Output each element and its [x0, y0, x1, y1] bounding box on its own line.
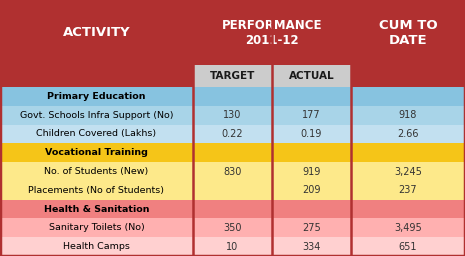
Text: 919: 919: [302, 166, 321, 177]
Text: ACTUAL: ACTUAL: [289, 71, 334, 81]
Text: 275: 275: [302, 223, 321, 233]
Bar: [0, 200, 465, 218]
Text: 830: 830: [223, 166, 242, 177]
Text: 334: 334: [302, 242, 321, 252]
Text: 177: 177: [302, 110, 321, 120]
Bar: [272, 65, 351, 87]
Text: 209: 209: [302, 185, 321, 195]
Text: 10: 10: [226, 242, 239, 252]
Bar: [0, 87, 465, 106]
Text: Placements (No of Students): Placements (No of Students): [28, 186, 165, 195]
Text: CUM TO
DATE: CUM TO DATE: [379, 19, 438, 47]
Text: 0.19: 0.19: [301, 129, 322, 139]
Text: No. of Students (New): No. of Students (New): [44, 167, 149, 176]
Text: Vocational Training: Vocational Training: [45, 148, 148, 157]
Bar: [0, 162, 465, 181]
Text: 918: 918: [399, 110, 417, 120]
Text: Primary Education: Primary Education: [47, 92, 146, 101]
Text: Health Camps: Health Camps: [63, 242, 130, 251]
Bar: [0, 65, 465, 87]
Text: 130: 130: [223, 110, 242, 120]
Text: 3,245: 3,245: [394, 166, 422, 177]
Bar: [193, 65, 272, 87]
Bar: [0, 181, 465, 200]
Text: Children Covered (Lakhs): Children Covered (Lakhs): [36, 130, 157, 138]
Text: TARGET: TARGET: [210, 71, 255, 81]
Bar: [0, 143, 465, 162]
Bar: [0, 0, 465, 65]
Text: 3,495: 3,495: [394, 223, 422, 233]
Text: Govt. Schools Infra Support (No): Govt. Schools Infra Support (No): [20, 111, 173, 120]
Text: 2.66: 2.66: [397, 129, 419, 139]
Bar: [0, 106, 465, 125]
Text: Sanitary Toilets (No): Sanitary Toilets (No): [49, 223, 144, 232]
Text: 237: 237: [399, 185, 418, 195]
Text: 350: 350: [223, 223, 242, 233]
Text: 651: 651: [399, 242, 417, 252]
Text: ACTIVITY: ACTIVITY: [63, 26, 130, 39]
Bar: [0, 125, 465, 143]
Bar: [0, 237, 465, 256]
Text: Health & Sanitation: Health & Sanitation: [44, 205, 149, 214]
Bar: [0, 218, 465, 237]
Text: 0.22: 0.22: [222, 129, 243, 139]
Text: PERFORMANCE
2011-12: PERFORMANCE 2011-12: [222, 19, 322, 47]
